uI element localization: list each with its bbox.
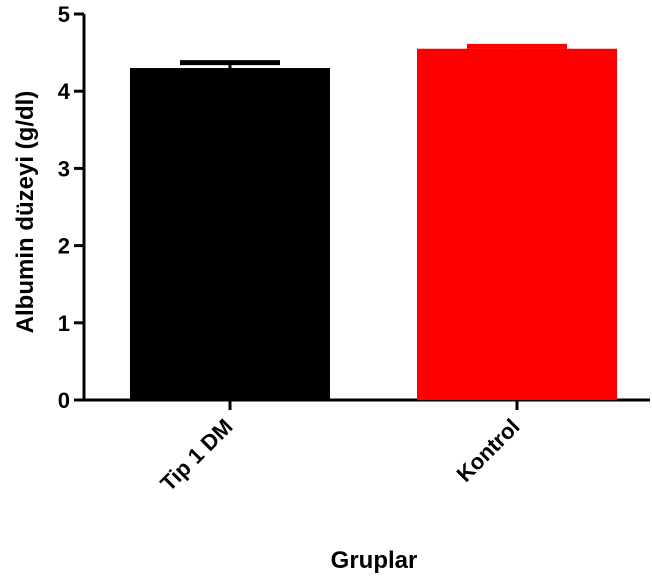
x-tick-label: Kontrol [452,414,525,487]
y-tick-label: 2 [58,234,70,259]
bars-group [130,48,617,401]
y-tick-label: 1 [58,311,70,336]
y-tick-label: 4 [58,79,71,104]
x-axis-title: Gruplar [331,547,418,574]
x-tick-label: Tip 1 DM [155,414,237,496]
y-axis: 0 1 2 3 4 5 [58,2,86,413]
y-tick-label: 3 [58,156,70,181]
y-tick-label: 0 [58,388,70,413]
bar-tip-1-dm [130,68,330,400]
y-axis-title: Albumin düzeyi (g/dl) [12,91,39,334]
y-tick-label: 5 [58,2,70,27]
bar-kontrol [417,48,617,401]
x-axis: Tip 1 DM Kontrol [84,398,650,496]
error-bars-group [180,43,567,69]
